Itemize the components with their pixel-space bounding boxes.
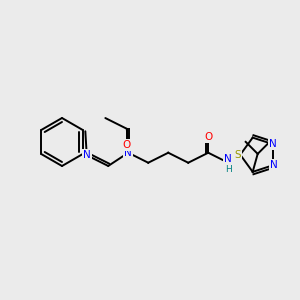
Text: N: N bbox=[224, 154, 232, 164]
Text: O: O bbox=[123, 140, 131, 150]
Text: N: N bbox=[269, 139, 277, 149]
Text: N: N bbox=[270, 160, 278, 170]
Text: H: H bbox=[225, 165, 232, 174]
Text: N: N bbox=[83, 150, 91, 160]
Text: S: S bbox=[234, 150, 241, 160]
Text: N: N bbox=[124, 148, 132, 158]
Text: O: O bbox=[204, 132, 212, 142]
